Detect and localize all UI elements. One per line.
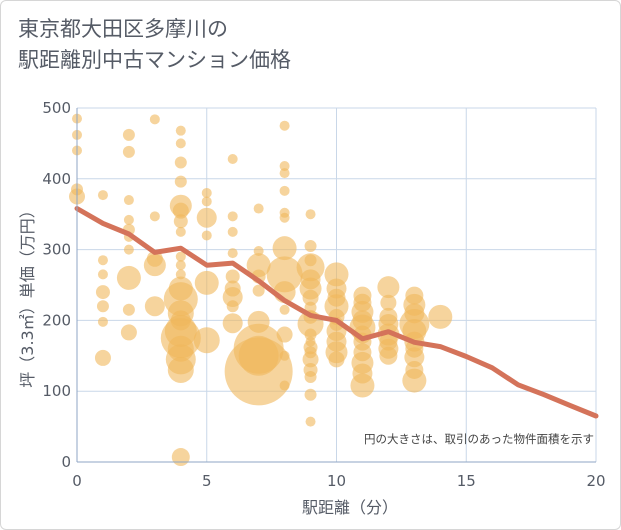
bubble-point (97, 316, 108, 327)
y-tick-label: 300 (42, 241, 71, 259)
bubble-point (404, 347, 425, 368)
bubble-point (174, 156, 187, 169)
bubble-point (123, 244, 134, 255)
y-axis-label: 坪（3.3㎡）単価（万円） (18, 202, 37, 387)
bubble-point (149, 211, 160, 222)
bubble-point (122, 128, 135, 141)
bubble-point (97, 190, 108, 201)
bubble-point (97, 255, 108, 266)
bubble-point (302, 351, 319, 368)
bubble-point (120, 324, 137, 341)
size-annotation: 円の大きさは、取引のあった物件面積を示す (364, 432, 594, 446)
bubble-point (304, 328, 317, 341)
bubble-point (305, 209, 316, 220)
bubble-point (94, 349, 111, 366)
bubble-point (304, 388, 317, 401)
x-tick-label: 15 (457, 472, 476, 490)
bubble-point (279, 304, 290, 315)
bubble-point (201, 187, 212, 198)
bubble-point (227, 211, 238, 222)
bubble-point (253, 203, 264, 214)
x-axis-label: 駅距離（分） (302, 498, 398, 517)
bubble-point (201, 230, 212, 241)
bubble-point (402, 368, 427, 393)
average-price-line (74, 206, 599, 419)
bubble-point (279, 212, 290, 223)
bubbles-layer (69, 113, 453, 467)
bubble-point (279, 120, 290, 131)
bubble-point (279, 380, 290, 391)
bubble-point (224, 337, 293, 406)
chart-title: 東京都大田区多摩川の 駅距離別中古マンション価格 (18, 14, 291, 76)
y-tick-label: 200 (42, 311, 71, 329)
bubble-point (194, 270, 219, 295)
bubble-point (350, 373, 375, 398)
bubble-point (266, 256, 303, 293)
y-tick-label: 0 (61, 453, 71, 471)
chart-title-line1: 東京都大田区多摩川の (18, 17, 228, 41)
bubble-point (123, 195, 134, 206)
bubble-point (144, 296, 165, 317)
x-tick-label: 5 (202, 472, 212, 490)
x-tick-label: 10 (327, 472, 346, 490)
bubble-point (143, 254, 166, 277)
bubble-point (246, 253, 271, 278)
bubble-point (225, 269, 240, 284)
bubble-point (95, 285, 110, 300)
bubble-point (252, 284, 265, 297)
x-tick-label: 20 (586, 472, 605, 490)
bubble-point (167, 356, 194, 383)
x-tick-label: 0 (72, 472, 82, 490)
bubble-point (222, 287, 243, 308)
y-tick-label: 500 (42, 99, 71, 117)
bubble-point (193, 327, 220, 354)
bubble-point (305, 416, 316, 427)
bubble-point (380, 294, 397, 311)
bubble-point (172, 202, 189, 219)
chart-title-line2: 駅距離別中古マンション価格 (18, 48, 291, 72)
bubble-point (173, 214, 188, 229)
bubble-point (324, 262, 349, 287)
bubble-point (379, 346, 398, 365)
bubble-point (377, 276, 400, 299)
bubble-point (227, 153, 238, 164)
bubble-point (428, 304, 453, 329)
bubble-point (96, 300, 109, 313)
bubble-point (174, 175, 187, 188)
bubble-point (196, 207, 217, 228)
bubble-point (272, 236, 297, 261)
bubble-point (175, 138, 186, 149)
trend-layer (74, 206, 599, 419)
bubble-point (304, 240, 317, 253)
bubble-point (227, 248, 238, 259)
bubble-point (328, 351, 345, 368)
y-tick-label: 100 (42, 382, 71, 400)
bubble-point (149, 114, 160, 125)
bubble-point (175, 260, 186, 271)
bubble-point (304, 371, 317, 384)
bubble-point (276, 326, 293, 343)
bubble-point (201, 196, 212, 207)
bubble-point (226, 300, 239, 313)
bubble-point (116, 265, 141, 290)
bubble-point (97, 269, 108, 280)
bubble-point (227, 226, 238, 237)
bubble-point (279, 168, 290, 179)
bubble-point (171, 448, 190, 467)
bubble-point (175, 125, 186, 136)
bubble-point (222, 313, 243, 334)
bubble-point (279, 161, 290, 172)
bubble-point (175, 226, 186, 237)
bubble-point (302, 289, 319, 306)
bubble-point (122, 145, 135, 158)
bubble-point (123, 214, 134, 225)
bubble-point (175, 251, 186, 262)
y-tick-label: 400 (42, 170, 71, 188)
bubble-point (279, 350, 290, 361)
bubble-point (122, 303, 135, 316)
bubble-point (279, 185, 290, 196)
